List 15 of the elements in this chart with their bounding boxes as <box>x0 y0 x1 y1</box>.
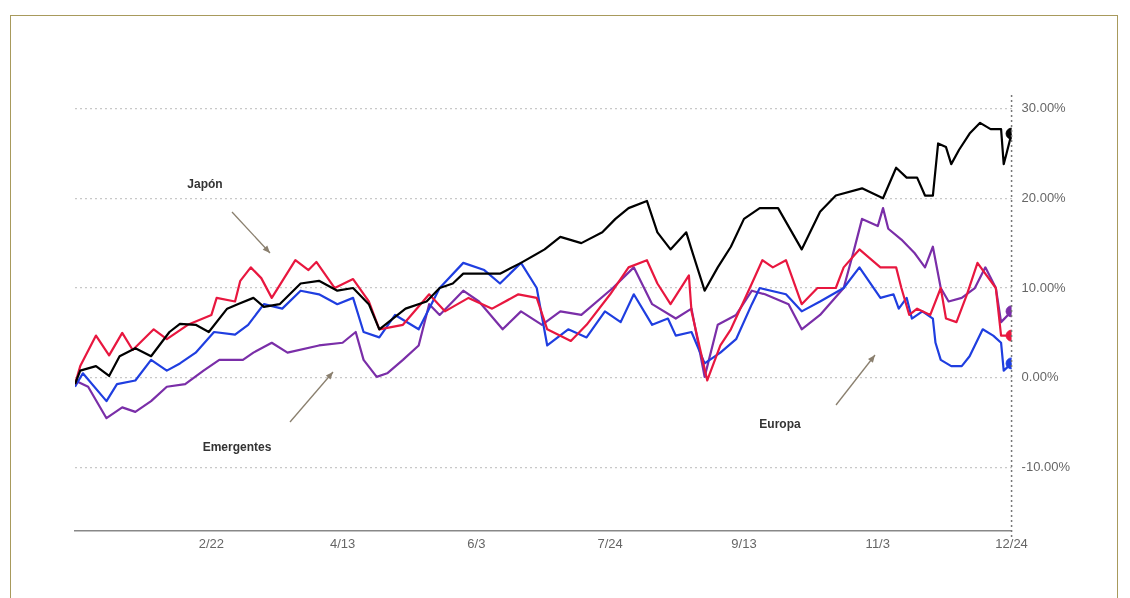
x-tick-label: 12/24 <box>995 535 1028 551</box>
x-tick-label: 11/3 <box>865 535 890 551</box>
x-tick-label: 9/13 <box>731 535 757 551</box>
y-tick-label: -10.00% <box>1021 459 1071 475</box>
y-tick-label: 30.00% <box>1021 100 1067 116</box>
y-tick-label: 0.00% <box>1021 369 1059 385</box>
x-tick-label: 7/24 <box>597 535 623 551</box>
annotation: Japón <box>187 177 223 192</box>
y-tick-label: 10.00% <box>1021 279 1067 295</box>
x-tick-label: 2/22 <box>198 535 225 551</box>
x-tick-label: 6/3 <box>467 535 486 551</box>
annotation: Europa <box>759 417 801 432</box>
annotation: Emergentes <box>202 440 272 455</box>
y-tick-label: 20.00% <box>1021 189 1067 205</box>
x-tick-label: 4/13 <box>329 535 356 551</box>
